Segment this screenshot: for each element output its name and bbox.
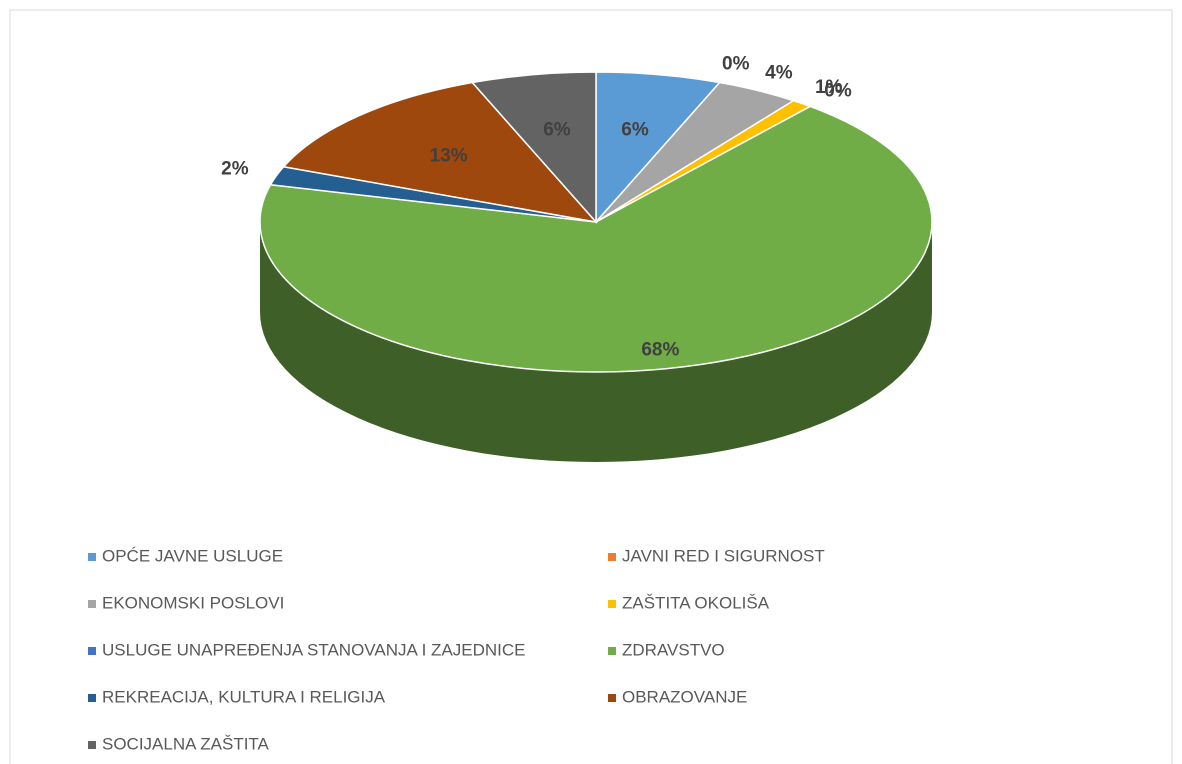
slice — [470, 71, 597, 224]
legend-label: SOCIJALNA ZAŠTITA — [102, 734, 270, 753]
data-label: 4% — [765, 62, 793, 83]
data-label: 6% — [621, 120, 649, 141]
legend-marker — [608, 647, 616, 655]
legend-label: OBRAZOVANJE — [622, 687, 747, 706]
legend-label: USLUGE UNAPREĐENJA STANOVANJA I ZAJEDNIC… — [102, 640, 526, 659]
data-label: 2% — [221, 159, 249, 180]
data-label: 0% — [722, 53, 750, 74]
legend-marker — [608, 600, 616, 608]
legend-marker — [88, 647, 96, 655]
legend-marker — [88, 600, 96, 608]
legend-marker — [608, 694, 616, 702]
legend-marker — [88, 741, 96, 749]
slice-side — [260, 222, 932, 462]
legend-marker — [608, 553, 616, 561]
legend-label: OPĆE JAVNE USLUGE — [102, 546, 283, 565]
legend-label: EKONOMSKI POSLOVI — [102, 593, 284, 612]
data-label: 1% — [815, 77, 843, 98]
legend-label: REKREACIJA, KULTURA I RELIGIJA — [102, 687, 386, 706]
data-label: 0% — [824, 80, 852, 101]
slice — [595, 71, 722, 224]
legend-label: ZAŠTITA OKOLIŠA — [622, 593, 770, 612]
slice — [259, 105, 933, 373]
legend-label: JAVNI RED I SIGURNOST — [622, 546, 825, 565]
legend-marker — [88, 694, 96, 702]
data-label: 68% — [641, 339, 679, 360]
legend-label: ZDRAVSTVO — [622, 640, 725, 659]
legend-marker — [88, 553, 96, 561]
data-label: 13% — [430, 145, 468, 166]
slice — [282, 81, 598, 224]
data-label: 6% — [543, 120, 571, 141]
